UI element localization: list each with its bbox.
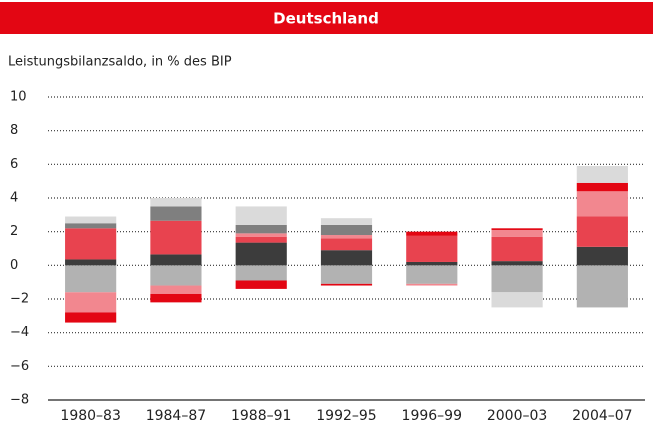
y-tick-label: 0	[10, 258, 18, 273]
bar-segment	[406, 231, 458, 236]
bar-segment	[320, 283, 373, 286]
bar-segment	[320, 265, 373, 284]
title-band	[0, 2, 653, 34]
bar-segment	[65, 292, 117, 313]
bar-segment	[320, 218, 373, 225]
x-tick-label: 1984–87	[146, 408, 206, 424]
bar-segment	[235, 224, 287, 234]
x-tick-label: 1988–91	[231, 408, 291, 424]
bar-segment	[150, 285, 202, 294]
y-tick-label: −8	[10, 393, 29, 408]
y-tick-label: −2	[10, 292, 29, 307]
x-tick-label: 2004–07	[572, 408, 632, 424]
bar-segment	[491, 236, 543, 262]
bar-segment	[150, 220, 202, 255]
bar-segment	[150, 265, 202, 286]
bar-segment	[320, 250, 373, 266]
bar-segment	[576, 166, 628, 183]
bar-segment	[406, 261, 458, 266]
y-tick-label: 2	[10, 224, 18, 239]
bar-segment	[235, 233, 287, 237]
bar-segment	[491, 261, 543, 266]
y-tick-label: 10	[10, 90, 27, 105]
bar-segment	[576, 265, 628, 308]
bar-segment	[320, 238, 373, 251]
bar-segment	[65, 228, 117, 260]
x-tick-label: 2000–03	[487, 408, 547, 424]
bar-segment	[491, 228, 543, 230]
bar-segment	[491, 265, 543, 293]
y-tick-label: 8	[10, 123, 18, 138]
bar-segment	[406, 283, 458, 286]
bar-segment	[235, 236, 287, 243]
bar-segment	[65, 259, 117, 266]
bar-segment	[65, 312, 117, 323]
bar-segment	[576, 182, 628, 192]
y-tick-label: 4	[10, 191, 18, 206]
bar-segment	[235, 242, 287, 266]
y-tick-label: −4	[10, 325, 29, 340]
bar-segment	[320, 235, 373, 239]
bar-segment	[576, 246, 628, 266]
bar-segment	[150, 254, 202, 266]
subtitle: Leistungsbilanzsaldo, in % des BIP	[8, 55, 232, 70]
bar-segment	[150, 198, 202, 207]
x-tick-label: 1980–83	[60, 408, 120, 424]
bar-segment	[320, 224, 373, 236]
bar-segment	[576, 191, 628, 217]
x-tick-label: 1996–99	[402, 408, 462, 424]
y-tick-label: 6	[10, 157, 18, 172]
bar-segment	[65, 216, 117, 224]
bar-segment	[65, 265, 117, 293]
chart-title: Deutschland	[273, 10, 379, 28]
bar-segment	[576, 216, 628, 247]
bar-segment	[150, 206, 202, 221]
bar-segment	[235, 206, 287, 225]
y-tick-label: −6	[10, 359, 29, 374]
bar-segment	[235, 265, 287, 281]
bar-segment	[406, 265, 458, 284]
bar-segment	[406, 235, 458, 262]
bar-segment	[491, 229, 543, 237]
bar-segment	[150, 293, 202, 303]
bar-segment	[491, 292, 543, 308]
bar-segment	[235, 280, 287, 289]
x-tick-label: 1992–95	[316, 408, 376, 424]
bar-segment	[65, 223, 117, 229]
